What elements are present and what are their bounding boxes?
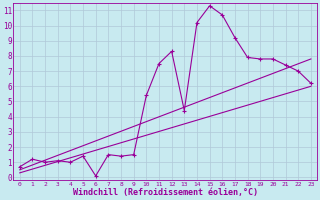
X-axis label: Windchill (Refroidissement éolien,°C): Windchill (Refroidissement éolien,°C)	[73, 188, 258, 197]
